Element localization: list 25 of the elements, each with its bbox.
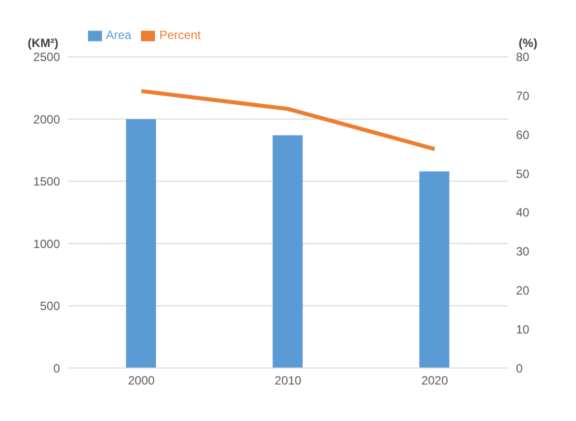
y-tick-label: 500: [40, 299, 60, 314]
y2-axis-title: (%): [518, 36, 538, 50]
legend-label: Area: [106, 28, 132, 42]
bar: [126, 119, 156, 368]
y-tick-label: 1500: [33, 174, 60, 189]
y2-tick-label: 20: [516, 283, 530, 298]
y2-tick-label: 40: [516, 206, 530, 220]
legend-label: Percent: [159, 28, 201, 42]
y-tick-label: 0: [53, 361, 60, 376]
y2-tick-label: 50: [516, 166, 530, 181]
y2-tick-label: 10: [516, 322, 530, 336]
y-tick-label: 1000: [33, 236, 60, 251]
bar: [419, 171, 450, 368]
x-tick-label: 2010: [274, 374, 302, 388]
y-axis-title: (KM²): [28, 36, 58, 50]
y2-tick-label: 70: [516, 88, 530, 103]
y2-tick-label: 60: [516, 128, 530, 142]
y2-tick-label: 30: [516, 244, 530, 259]
bar: [272, 135, 303, 368]
y-tick-label: 2500: [33, 50, 60, 64]
x-tick-label: 2000: [128, 374, 156, 388]
y-tick-label: 2000: [33, 112, 60, 126]
x-tick-label: 2020: [421, 374, 448, 388]
y2-tick-label: 80: [516, 50, 530, 64]
y2-tick-label: 0: [516, 361, 523, 376]
